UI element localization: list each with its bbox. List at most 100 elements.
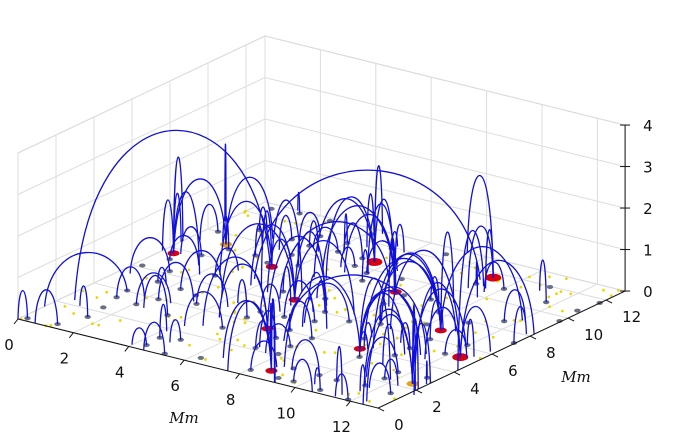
- field-line: [173, 178, 227, 249]
- field-line: [169, 319, 182, 343]
- field-line: [43, 251, 128, 307]
- field-line: [172, 191, 201, 275]
- field-line: [425, 360, 428, 385]
- footpoint: [100, 305, 107, 310]
- field-line: [266, 235, 328, 329]
- field-line: [131, 327, 148, 346]
- z-tick-label: 1: [643, 242, 653, 260]
- field-line: [214, 247, 239, 276]
- weak-source-dot: [317, 304, 321, 307]
- field-line: [383, 358, 399, 386]
- x-tick: [124, 346, 130, 352]
- field-line: [467, 225, 494, 289]
- footpoint: [264, 260, 271, 265]
- field-line: [325, 196, 376, 279]
- weak-source-dot: [548, 275, 551, 279]
- x-axis-label: Mm: [168, 409, 199, 427]
- x-tick-label: 8: [226, 391, 236, 409]
- gridline-z: [17, 159, 626, 278]
- gridline-z: [17, 76, 626, 195]
- weak-source-dot: [105, 290, 109, 294]
- field-line: [503, 289, 527, 323]
- weak-source-dot: [395, 336, 399, 340]
- weak-source-dot: [242, 344, 246, 347]
- weak-source-dot: [179, 315, 183, 319]
- weak-source-dot: [378, 342, 382, 346]
- weak-source-dot: [243, 321, 247, 325]
- x-tick-label: 10: [276, 405, 295, 423]
- field-line: [334, 373, 349, 400]
- y-tick: [377, 407, 385, 412]
- field-line: [219, 200, 273, 276]
- footpoint: [275, 376, 282, 380]
- field-line: [271, 199, 303, 293]
- weak-source-dot: [234, 233, 238, 237]
- y-axis-label: Mm: [560, 368, 591, 386]
- gridline-z: [17, 35, 626, 154]
- weak-source-dot: [565, 277, 568, 280]
- field-line: [297, 191, 301, 214]
- field-line: [161, 199, 175, 254]
- weak-source-dot: [118, 319, 122, 322]
- y-axis-line: [377, 290, 626, 409]
- weak-source-dot: [559, 290, 563, 293]
- weak-source-dot: [283, 219, 287, 223]
- x-tick-label: 4: [115, 363, 125, 381]
- field-line: [294, 240, 355, 315]
- gridline-z: [17, 118, 626, 237]
- field-line: [278, 214, 293, 250]
- weak-source-dot: [485, 297, 489, 301]
- field-line: [366, 193, 376, 263]
- field-line: [157, 261, 195, 302]
- weak-source-dot: [357, 392, 361, 395]
- weak-source-dot: [333, 296, 337, 300]
- z-tick-label: 2: [643, 200, 653, 218]
- field-line: [413, 282, 457, 396]
- footpoint: [290, 379, 297, 384]
- weak-source-dot: [528, 275, 531, 279]
- field-line: [279, 221, 390, 299]
- weak-source-dot: [216, 285, 220, 289]
- weak-source-dot: [335, 310, 339, 314]
- field-line: [365, 336, 399, 377]
- field-line: [466, 318, 475, 357]
- y-tick-label: 4: [470, 380, 480, 398]
- field-line: [391, 230, 399, 249]
- weak-source-dot: [323, 351, 326, 354]
- y-tick: [529, 335, 537, 340]
- field-line: [368, 362, 392, 394]
- weak-source-dot: [97, 323, 101, 327]
- footpoint: [546, 285, 554, 289]
- footpoint: [426, 337, 434, 342]
- weak-source-dot: [420, 304, 423, 307]
- field-line: [440, 246, 524, 331]
- weak-source-dot: [548, 305, 551, 309]
- weak-source-dot: [445, 296, 449, 300]
- field-line: [411, 318, 419, 390]
- field-line: [298, 211, 321, 243]
- footpoint: [574, 308, 581, 313]
- field-line: [270, 298, 276, 383]
- field-line: [159, 303, 168, 338]
- weak-source-dot: [432, 349, 436, 353]
- field-line: [74, 129, 271, 301]
- weak-source-dot: [49, 324, 53, 327]
- weak-source-dot: [95, 296, 99, 299]
- weak-source-dot: [81, 289, 85, 293]
- weak-source-dot: [187, 268, 191, 272]
- y-tick-label: 10: [584, 326, 603, 344]
- weak-source-dot: [188, 343, 191, 347]
- field-line-layer: [17, 129, 547, 405]
- footpoint: [139, 263, 146, 268]
- z-tick-label: 0: [643, 283, 653, 301]
- field-line: [180, 226, 203, 256]
- footpoint: [423, 322, 430, 327]
- weak-source-dot: [327, 288, 331, 292]
- weak-source-dot: [246, 214, 250, 218]
- field-line: [382, 323, 396, 366]
- field-line: [225, 176, 274, 245]
- weak-source-dot: [236, 338, 240, 342]
- weak-source-dot: [333, 351, 337, 355]
- field-line: [411, 322, 432, 384]
